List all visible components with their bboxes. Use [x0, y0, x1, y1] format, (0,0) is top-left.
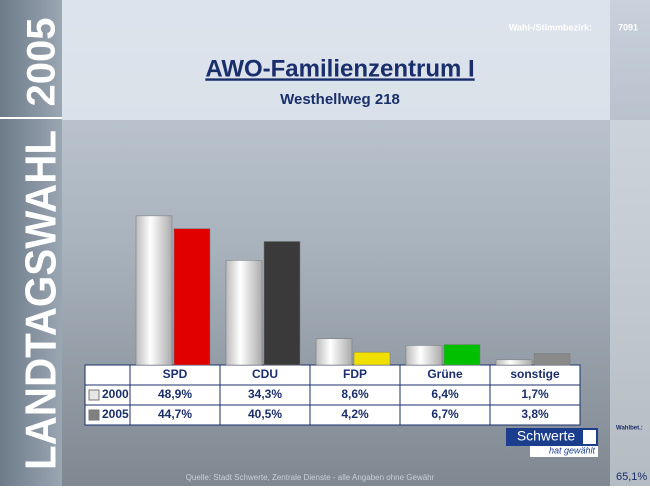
- legend-swatch: [89, 390, 99, 400]
- value-label: 44,7%: [158, 407, 192, 421]
- category-label: SPD: [163, 367, 188, 381]
- turnout-label: Wahlbet.:: [616, 426, 643, 432]
- source: Quelle: Stadt Schwerte, Zentrale Dienste…: [186, 473, 435, 482]
- value-label: 6,7%: [431, 407, 459, 421]
- bar: [226, 260, 262, 365]
- bar: [444, 345, 480, 365]
- district-label: Wahl-/Stimmbezirk:: [509, 22, 592, 32]
- election: LANDTAGSWAHL: [17, 130, 66, 470]
- category-label: Grüne: [427, 367, 463, 381]
- chart-subtitle: Westhellweg 218: [280, 91, 400, 108]
- bar: [264, 241, 300, 365]
- year: 2005: [20, 18, 64, 107]
- slide: 2005 LANDTAGSWAHL Wahl-/Stimmbezirk: 709…: [0, 0, 650, 486]
- category-label: sonstige: [510, 367, 560, 381]
- bar: [174, 229, 210, 365]
- value-label: 4,2%: [341, 407, 369, 421]
- legend-label: 2000: [102, 387, 129, 401]
- legend-label: 2005: [102, 407, 129, 421]
- value-label: 40,5%: [248, 407, 282, 421]
- bar: [496, 360, 532, 365]
- category-label: FDP: [343, 367, 367, 381]
- bar: [406, 345, 442, 365]
- data-table: SPD 48,9% 44,7% CDU 34,3% 40,5% FDP 8,6% 4,2% Grü…: [85, 365, 580, 425]
- city-logo: [583, 430, 596, 444]
- bar: [354, 352, 390, 365]
- city: Schwerte: [517, 428, 576, 444]
- value-label: 8,6%: [341, 387, 369, 401]
- value-label: 48,9%: [158, 387, 192, 401]
- city-note: hat gewählt: [549, 445, 596, 455]
- value-label: 3,8%: [521, 407, 549, 421]
- value-label: 6,4%: [431, 387, 459, 401]
- turnout: 65,1%: [616, 471, 647, 483]
- chart-title: AWO-Familienzentrum I: [205, 55, 474, 82]
- legend-swatch: [89, 410, 99, 420]
- district: 7091: [618, 22, 638, 32]
- bar: [534, 353, 570, 365]
- category-label: CDU: [252, 367, 278, 381]
- value-label: 34,3%: [248, 387, 282, 401]
- bar: [316, 339, 352, 365]
- value-label: 1,7%: [521, 387, 549, 401]
- bar: [136, 216, 172, 365]
